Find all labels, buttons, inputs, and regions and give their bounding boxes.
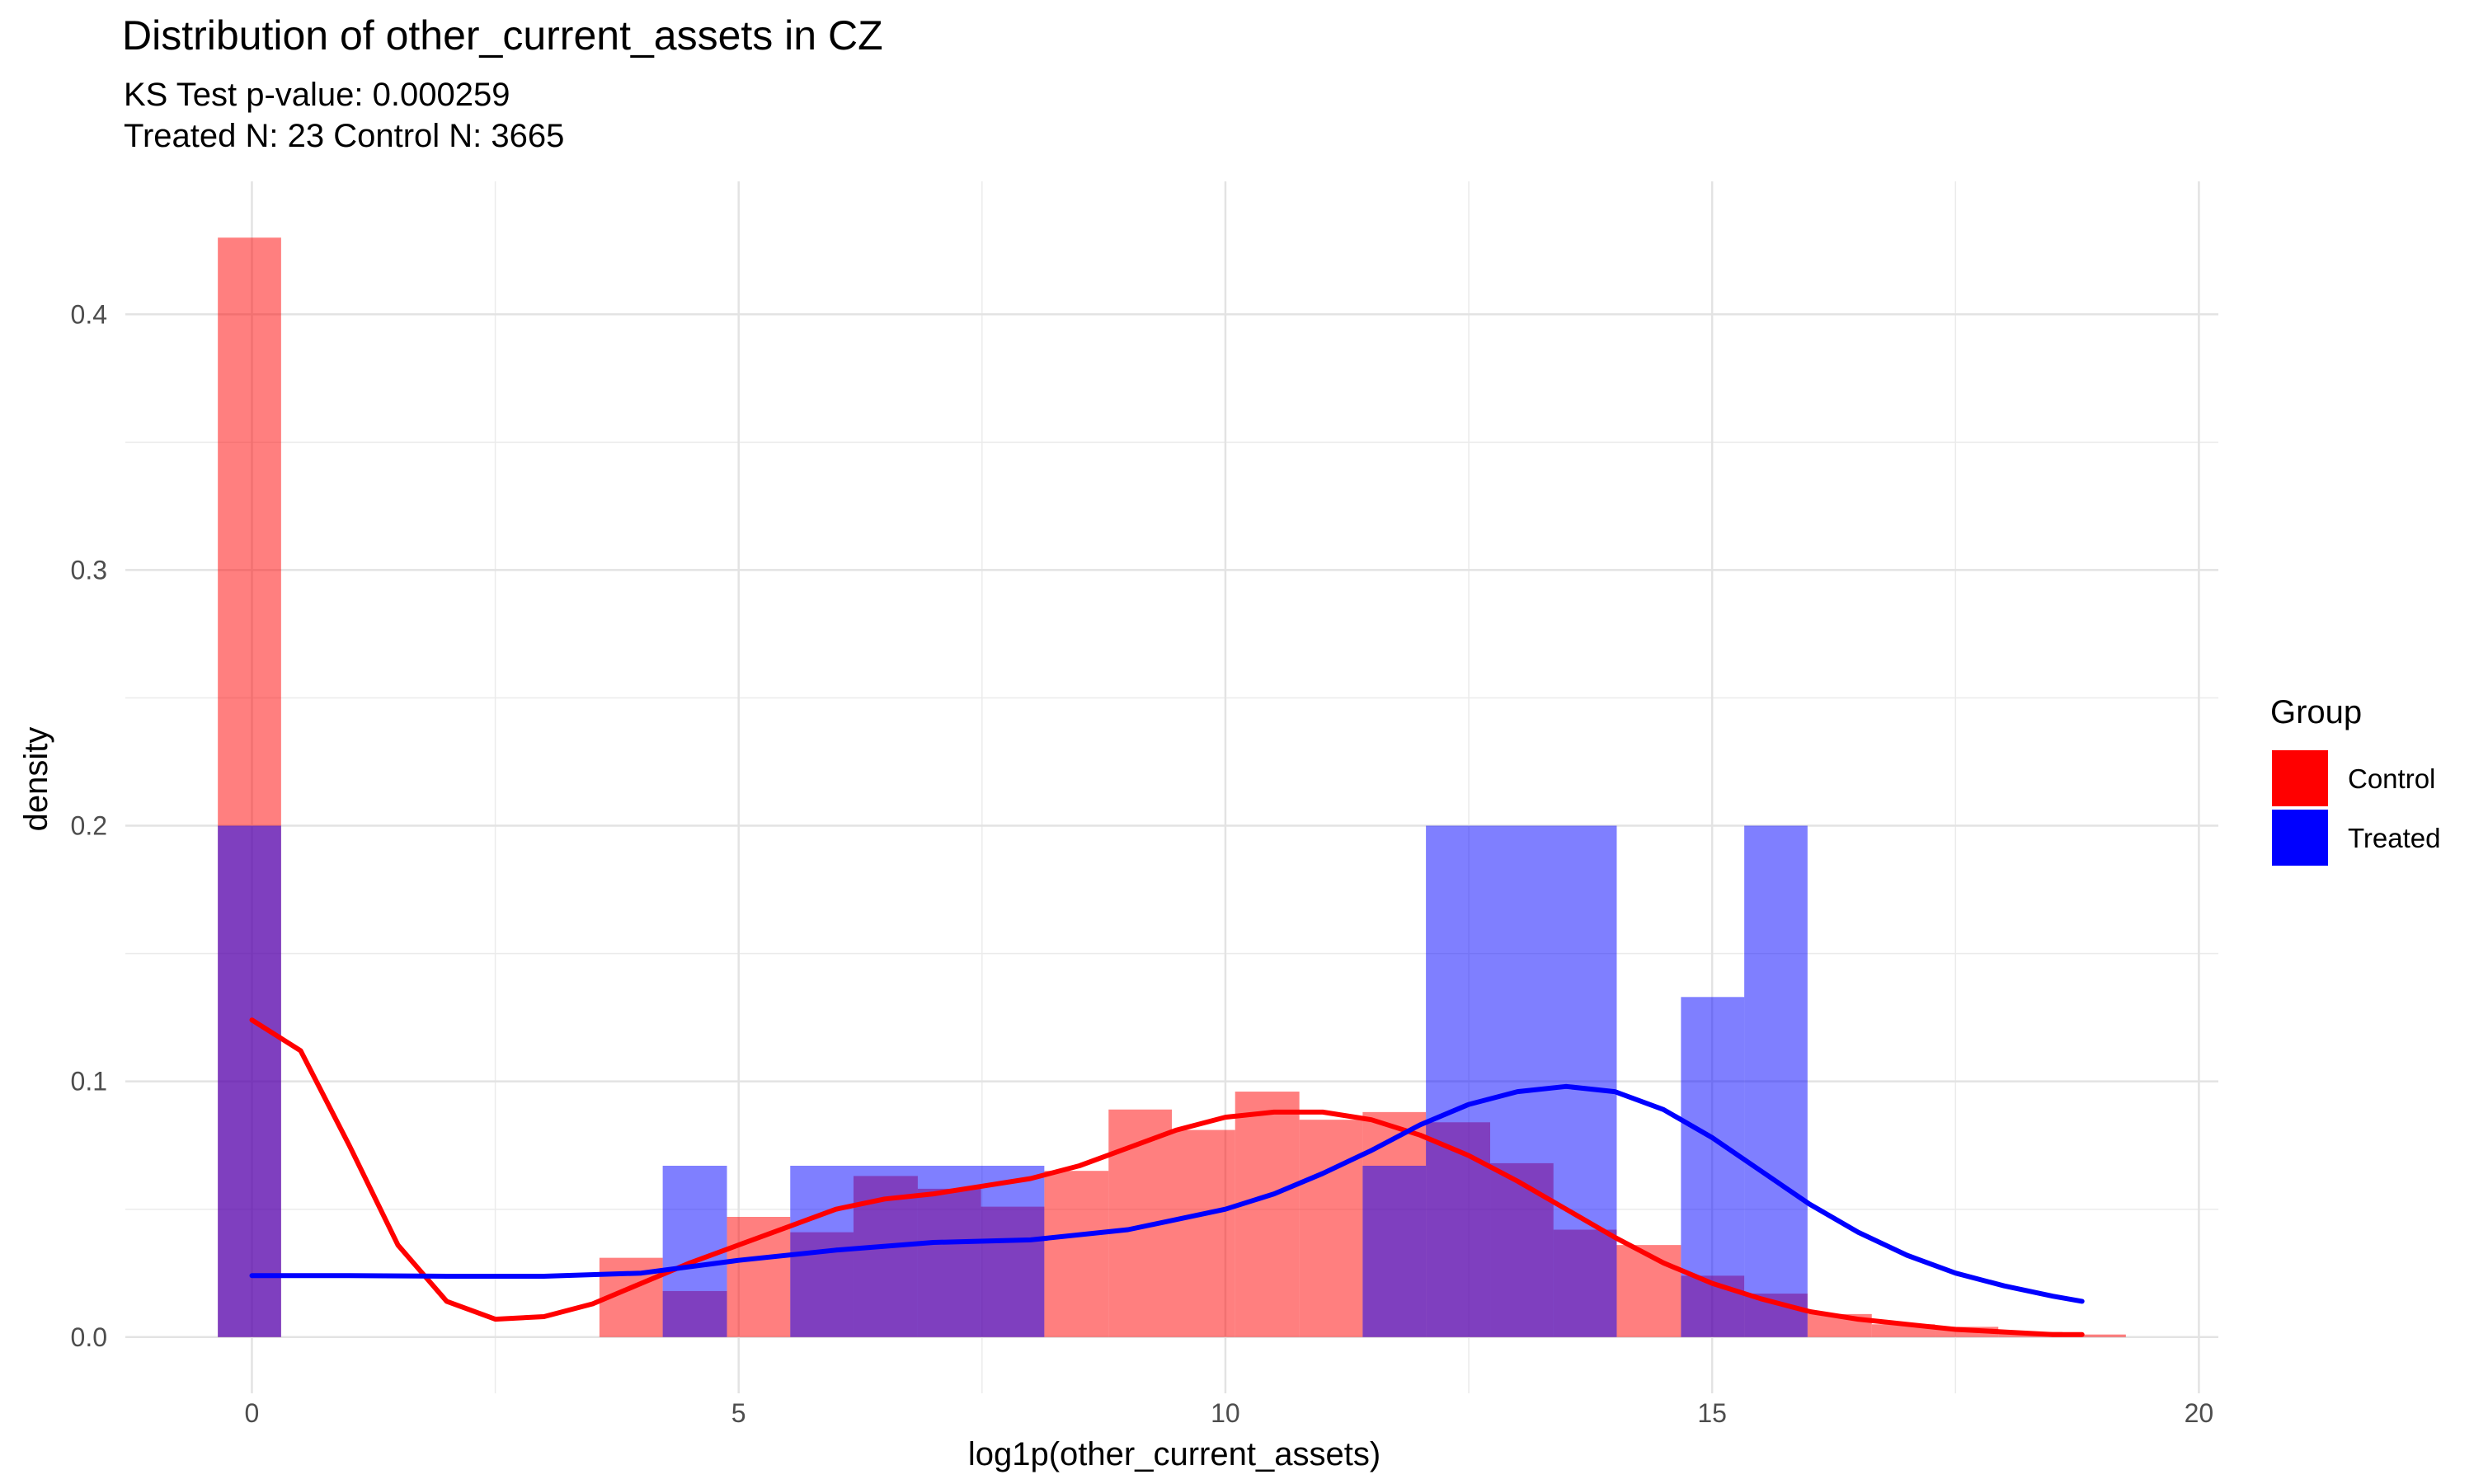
control-bar bbox=[727, 1217, 791, 1337]
y-tick-label: 0.4 bbox=[71, 299, 107, 329]
y-tick-label: 0.0 bbox=[71, 1322, 107, 1352]
chart-subtitle-line-2: Treated N: 23 Control N: 3665 bbox=[124, 118, 565, 154]
control-bar bbox=[1044, 1171, 1109, 1337]
x-tick-label: 20 bbox=[2185, 1398, 2214, 1428]
y-tick-label: 0.2 bbox=[71, 811, 107, 841]
treated-density-curve bbox=[249, 1083, 2085, 1304]
treated-bar bbox=[1681, 997, 1745, 1337]
x-tick-label: 0 bbox=[245, 1398, 260, 1428]
control-bar bbox=[1172, 1129, 1235, 1337]
legend-key-treated bbox=[2272, 810, 2328, 866]
x-tick-label: 15 bbox=[1697, 1398, 1727, 1428]
axis-tick-labels: 0 5 10 15 20 0.0 0.1 0.2 0.3 0.4 bbox=[71, 299, 2214, 1428]
axis-titles: log1p(other_current_assets) density bbox=[18, 727, 1380, 1472]
y-axis-title: density bbox=[18, 727, 54, 832]
chart-subtitle-line-1: KS Test p-value: 0.000259 bbox=[124, 77, 510, 113]
x-tick-label: 5 bbox=[731, 1398, 746, 1428]
legend-key-control bbox=[2272, 750, 2328, 806]
y-tick-label: 0.1 bbox=[71, 1067, 107, 1097]
control-bar bbox=[2062, 1334, 2126, 1337]
x-axis-title: log1p(other_current_assets) bbox=[968, 1436, 1380, 1472]
treated-bar bbox=[218, 825, 281, 1337]
control-bar bbox=[1299, 1120, 1363, 1337]
control-bar bbox=[1235, 1092, 1300, 1337]
control-histogram-bars bbox=[218, 237, 2126, 1337]
legend: Group Control Treated bbox=[2270, 694, 2441, 866]
control-bar bbox=[1616, 1245, 1681, 1337]
legend-title: Group bbox=[2270, 694, 2362, 730]
chart-title: Distribution of other_current_assets in … bbox=[122, 12, 883, 59]
legend-label-control: Control bbox=[2348, 763, 2435, 794]
y-tick-label: 0.3 bbox=[71, 555, 107, 585]
density-curves bbox=[249, 1017, 2085, 1337]
treated-bar bbox=[1362, 1165, 1427, 1337]
control-density-curve bbox=[249, 1017, 2085, 1337]
treated-histogram-bars bbox=[218, 825, 1808, 1337]
treated-bar bbox=[1744, 825, 1808, 1337]
legend-label-treated: Treated bbox=[2348, 823, 2441, 853]
treated-bar bbox=[1426, 825, 1617, 1337]
x-tick-label: 10 bbox=[1211, 1398, 1240, 1428]
